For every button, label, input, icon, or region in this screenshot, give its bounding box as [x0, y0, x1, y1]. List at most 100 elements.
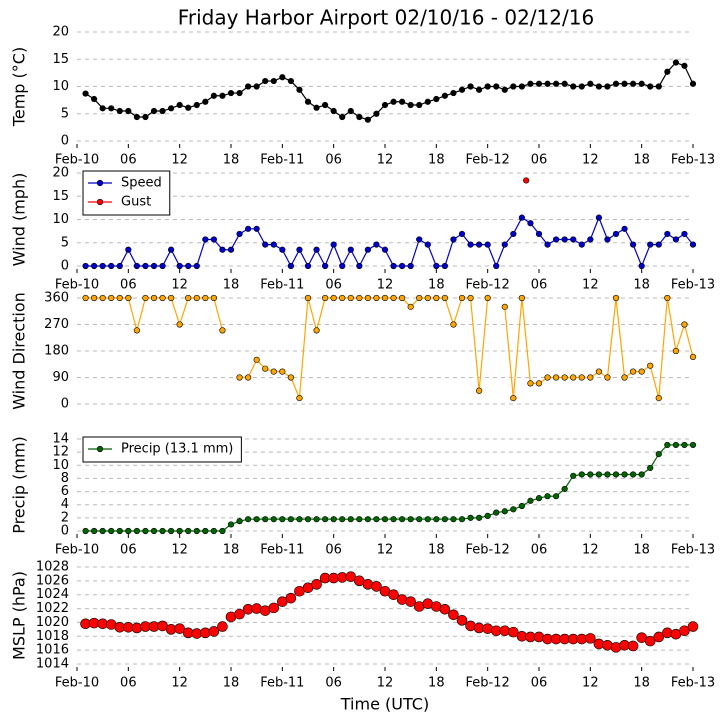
data-point: [476, 86, 483, 93]
x-tick-label: 06: [120, 278, 137, 293]
x-tick-label: 06: [325, 278, 342, 293]
data-point: [219, 92, 226, 99]
legend-marker: [96, 198, 104, 206]
y-axis-label: Wind (mph): [10, 173, 29, 267]
data-point: [416, 236, 423, 243]
data-point: [202, 527, 209, 535]
data-point: [553, 80, 560, 87]
data-point: [208, 626, 220, 637]
data-point: [236, 374, 243, 381]
data-point: [270, 368, 277, 375]
data-point: [287, 374, 294, 381]
figure-title: Friday Harbor Airport 02/10/16 - 02/12/1…: [178, 6, 594, 30]
data-point: [236, 89, 243, 97]
data-point: [330, 294, 337, 302]
data-point: [219, 527, 226, 535]
data-point: [621, 80, 628, 87]
data-point: [142, 113, 149, 121]
data-point: [544, 374, 551, 381]
data-point: [296, 516, 303, 523]
data-point: [219, 327, 226, 334]
y-tick-label: 6: [61, 484, 69, 499]
data-point: [373, 294, 380, 302]
data-point: [133, 262, 140, 270]
data-point: [424, 98, 431, 105]
data-point: [91, 294, 98, 302]
data-point: [193, 294, 200, 302]
legend-label: Gust: [121, 195, 151, 210]
data-point: [508, 626, 519, 638]
y-tick-label: 90: [52, 370, 69, 385]
data-point: [364, 294, 371, 302]
data-point: [356, 516, 363, 523]
series-line: [85, 215, 694, 268]
x-tick-label: Feb-11: [260, 543, 304, 558]
x-tick-label: 18: [428, 153, 445, 168]
data-point: [407, 101, 414, 109]
data-point: [304, 262, 312, 270]
y-tick-label: 1020: [36, 615, 69, 630]
data-point: [210, 527, 217, 535]
legend-label: Speed: [121, 176, 162, 191]
data-point: [345, 571, 357, 583]
data-point: [125, 294, 132, 302]
data-point: [647, 464, 654, 472]
data-point: [424, 294, 431, 302]
data-point: [347, 107, 354, 115]
data-point: [621, 471, 628, 478]
data-point: [91, 262, 98, 270]
data-point: [279, 246, 286, 253]
data-point: [236, 230, 243, 238]
x-tick-label: 12: [582, 543, 599, 558]
data-point: [493, 509, 500, 516]
data-point: [570, 83, 577, 90]
data-point: [217, 621, 228, 632]
data-point: [236, 518, 243, 525]
data-point: [458, 230, 466, 238]
data-point: [193, 527, 200, 535]
x-tick-label: Feb-11: [260, 676, 304, 691]
data-point: [595, 83, 602, 90]
data-point: [142, 294, 149, 302]
data-point: [399, 294, 406, 302]
data-point: [390, 516, 397, 523]
data-point: [595, 214, 602, 221]
data-point: [381, 516, 389, 523]
data-point: [253, 516, 260, 523]
data-point: [441, 92, 448, 99]
data-point: [655, 395, 662, 402]
data-point: [390, 294, 397, 302]
data-point: [527, 380, 534, 387]
data-point: [339, 113, 346, 121]
data-point: [202, 98, 209, 105]
data-point: [405, 596, 416, 607]
data-point: [467, 241, 474, 248]
y-tick-label: 1024: [36, 587, 69, 602]
data-point: [176, 262, 183, 270]
x-tick-label: 12: [582, 676, 599, 691]
x-tick-label: Feb-12: [466, 153, 510, 168]
data-point: [159, 107, 166, 115]
data-point: [655, 451, 662, 458]
data-point: [125, 527, 132, 535]
data-point: [595, 368, 602, 375]
x-tick-label: 18: [633, 278, 650, 293]
data-point: [99, 527, 106, 535]
data-point: [450, 89, 457, 97]
data-point: [262, 516, 269, 523]
data-point: [313, 327, 320, 334]
series-line: [85, 61, 694, 121]
y-tick-label: 15: [52, 189, 69, 204]
data-point: [416, 101, 423, 109]
data-point: [416, 294, 423, 302]
data-point: [150, 262, 158, 270]
y-tick-label: 8: [61, 471, 69, 486]
data-point: [647, 362, 654, 369]
data-point: [330, 516, 337, 523]
data-point: [108, 294, 115, 302]
data-point: [174, 623, 185, 634]
data-point: [476, 514, 483, 521]
data-point: [108, 527, 115, 535]
y-tick-label: 0: [61, 259, 69, 274]
